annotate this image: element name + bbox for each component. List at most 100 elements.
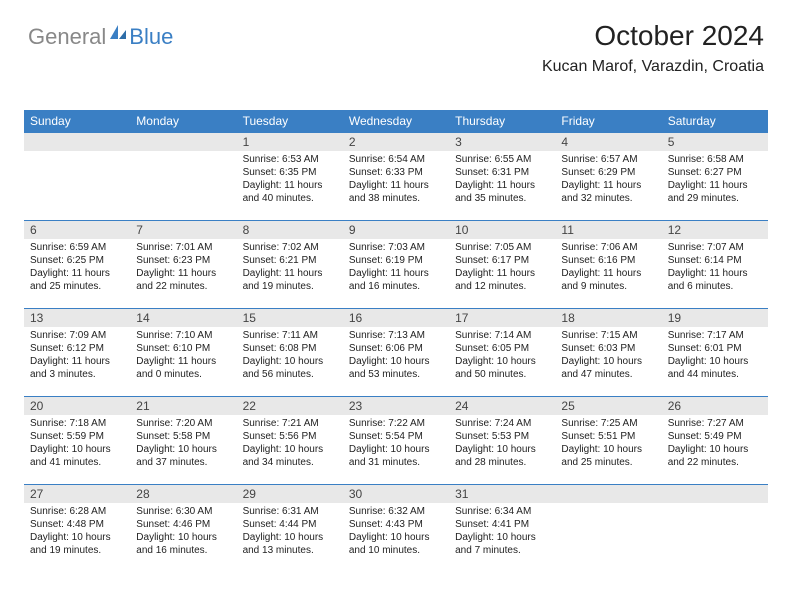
sunrise-line: Sunrise: 7:13 AM bbox=[349, 329, 443, 342]
day-number: 14 bbox=[130, 309, 236, 327]
calendar-cell: 13Sunrise: 7:09 AMSunset: 6:12 PMDayligh… bbox=[24, 309, 130, 397]
day-details: Sunrise: 6:31 AMSunset: 4:44 PMDaylight:… bbox=[237, 503, 343, 561]
day-number: 3 bbox=[449, 133, 555, 151]
day-number bbox=[130, 133, 236, 151]
day-details: Sunrise: 7:20 AMSunset: 5:58 PMDaylight:… bbox=[130, 415, 236, 473]
logo-sail-icon bbox=[108, 23, 128, 46]
weekday-header: Tuesday bbox=[237, 110, 343, 133]
sunset-line: Sunset: 6:19 PM bbox=[349, 254, 443, 267]
day-details: Sunrise: 7:17 AMSunset: 6:01 PMDaylight:… bbox=[662, 327, 768, 385]
daylight-line: Daylight: 11 hours and 22 minutes. bbox=[136, 267, 230, 293]
day-details bbox=[555, 503, 661, 509]
daylight-line: Daylight: 11 hours and 38 minutes. bbox=[349, 179, 443, 205]
weekday-header: Monday bbox=[130, 110, 236, 133]
day-number: 19 bbox=[662, 309, 768, 327]
day-details: Sunrise: 7:22 AMSunset: 5:54 PMDaylight:… bbox=[343, 415, 449, 473]
daylight-line: Daylight: 10 hours and 47 minutes. bbox=[561, 355, 655, 381]
sunset-line: Sunset: 5:51 PM bbox=[561, 430, 655, 443]
weekday-header: Wednesday bbox=[343, 110, 449, 133]
calendar-cell: 8Sunrise: 7:02 AMSunset: 6:21 PMDaylight… bbox=[237, 221, 343, 309]
calendar-cell: 18Sunrise: 7:15 AMSunset: 6:03 PMDayligh… bbox=[555, 309, 661, 397]
calendar-cell: 23Sunrise: 7:22 AMSunset: 5:54 PMDayligh… bbox=[343, 397, 449, 485]
sunrise-line: Sunrise: 7:07 AM bbox=[668, 241, 762, 254]
calendar-cell: 11Sunrise: 7:06 AMSunset: 6:16 PMDayligh… bbox=[555, 221, 661, 309]
calendar-cell bbox=[130, 133, 236, 221]
sunrise-line: Sunrise: 7:14 AM bbox=[455, 329, 549, 342]
day-details: Sunrise: 7:11 AMSunset: 6:08 PMDaylight:… bbox=[237, 327, 343, 385]
sunrise-line: Sunrise: 7:01 AM bbox=[136, 241, 230, 254]
day-number: 1 bbox=[237, 133, 343, 151]
sunrise-line: Sunrise: 7:10 AM bbox=[136, 329, 230, 342]
calendar-cell: 10Sunrise: 7:05 AMSunset: 6:17 PMDayligh… bbox=[449, 221, 555, 309]
sunrise-line: Sunrise: 7:17 AM bbox=[668, 329, 762, 342]
sunset-line: Sunset: 6:14 PM bbox=[668, 254, 762, 267]
day-number: 2 bbox=[343, 133, 449, 151]
sunrise-line: Sunrise: 6:55 AM bbox=[455, 153, 549, 166]
sunrise-line: Sunrise: 6:32 AM bbox=[349, 505, 443, 518]
sunset-line: Sunset: 6:21 PM bbox=[243, 254, 337, 267]
sunset-line: Sunset: 5:54 PM bbox=[349, 430, 443, 443]
day-details: Sunrise: 7:24 AMSunset: 5:53 PMDaylight:… bbox=[449, 415, 555, 473]
month-title: October 2024 bbox=[542, 20, 764, 52]
day-details: Sunrise: 7:09 AMSunset: 6:12 PMDaylight:… bbox=[24, 327, 130, 385]
daylight-line: Daylight: 10 hours and 13 minutes. bbox=[243, 531, 337, 557]
calendar-cell: 15Sunrise: 7:11 AMSunset: 6:08 PMDayligh… bbox=[237, 309, 343, 397]
sunrise-line: Sunrise: 7:05 AM bbox=[455, 241, 549, 254]
sunset-line: Sunset: 4:41 PM bbox=[455, 518, 549, 531]
sunrise-line: Sunrise: 7:09 AM bbox=[30, 329, 124, 342]
daylight-line: Daylight: 10 hours and 25 minutes. bbox=[561, 443, 655, 469]
weekday-header: Saturday bbox=[662, 110, 768, 133]
sunrise-line: Sunrise: 6:58 AM bbox=[668, 153, 762, 166]
day-number: 26 bbox=[662, 397, 768, 415]
calendar-week-row: 20Sunrise: 7:18 AMSunset: 5:59 PMDayligh… bbox=[24, 397, 768, 485]
daylight-line: Daylight: 11 hours and 19 minutes. bbox=[243, 267, 337, 293]
day-number: 23 bbox=[343, 397, 449, 415]
sunset-line: Sunset: 5:49 PM bbox=[668, 430, 762, 443]
day-number bbox=[555, 485, 661, 503]
sunset-line: Sunset: 6:17 PM bbox=[455, 254, 549, 267]
sunrise-line: Sunrise: 7:22 AM bbox=[349, 417, 443, 430]
calendar-cell: 29Sunrise: 6:31 AMSunset: 4:44 PMDayligh… bbox=[237, 485, 343, 573]
day-details: Sunrise: 6:55 AMSunset: 6:31 PMDaylight:… bbox=[449, 151, 555, 209]
sunrise-line: Sunrise: 7:02 AM bbox=[243, 241, 337, 254]
daylight-line: Daylight: 10 hours and 19 minutes. bbox=[30, 531, 124, 557]
day-number: 31 bbox=[449, 485, 555, 503]
daylight-line: Daylight: 11 hours and 40 minutes. bbox=[243, 179, 337, 205]
calendar-cell: 1Sunrise: 6:53 AMSunset: 6:35 PMDaylight… bbox=[237, 133, 343, 221]
day-details: Sunrise: 7:14 AMSunset: 6:05 PMDaylight:… bbox=[449, 327, 555, 385]
sunrise-line: Sunrise: 7:15 AM bbox=[561, 329, 655, 342]
calendar-table: Sunday Monday Tuesday Wednesday Thursday… bbox=[24, 110, 768, 573]
calendar-cell bbox=[24, 133, 130, 221]
day-number: 22 bbox=[237, 397, 343, 415]
day-number: 16 bbox=[343, 309, 449, 327]
weekday-header: Thursday bbox=[449, 110, 555, 133]
calendar-cell: 5Sunrise: 6:58 AMSunset: 6:27 PMDaylight… bbox=[662, 133, 768, 221]
sunset-line: Sunset: 6:29 PM bbox=[561, 166, 655, 179]
daylight-line: Daylight: 10 hours and 34 minutes. bbox=[243, 443, 337, 469]
calendar-cell: 3Sunrise: 6:55 AMSunset: 6:31 PMDaylight… bbox=[449, 133, 555, 221]
day-number: 13 bbox=[24, 309, 130, 327]
daylight-line: Daylight: 11 hours and 25 minutes. bbox=[30, 267, 124, 293]
sunset-line: Sunset: 4:44 PM bbox=[243, 518, 337, 531]
day-number: 20 bbox=[24, 397, 130, 415]
calendar-cell: 7Sunrise: 7:01 AMSunset: 6:23 PMDaylight… bbox=[130, 221, 236, 309]
daylight-line: Daylight: 10 hours and 31 minutes. bbox=[349, 443, 443, 469]
calendar-cell: 17Sunrise: 7:14 AMSunset: 6:05 PMDayligh… bbox=[449, 309, 555, 397]
calendar-week-row: 13Sunrise: 7:09 AMSunset: 6:12 PMDayligh… bbox=[24, 309, 768, 397]
sunrise-line: Sunrise: 7:24 AM bbox=[455, 417, 549, 430]
sunset-line: Sunset: 6:08 PM bbox=[243, 342, 337, 355]
sunset-line: Sunset: 6:03 PM bbox=[561, 342, 655, 355]
calendar-cell: 30Sunrise: 6:32 AMSunset: 4:43 PMDayligh… bbox=[343, 485, 449, 573]
calendar-cell: 22Sunrise: 7:21 AMSunset: 5:56 PMDayligh… bbox=[237, 397, 343, 485]
sunset-line: Sunset: 5:59 PM bbox=[30, 430, 124, 443]
sunrise-line: Sunrise: 6:53 AM bbox=[243, 153, 337, 166]
sunrise-line: Sunrise: 6:30 AM bbox=[136, 505, 230, 518]
day-details: Sunrise: 7:06 AMSunset: 6:16 PMDaylight:… bbox=[555, 239, 661, 297]
day-number: 6 bbox=[24, 221, 130, 239]
daylight-line: Daylight: 10 hours and 44 minutes. bbox=[668, 355, 762, 381]
calendar-cell: 2Sunrise: 6:54 AMSunset: 6:33 PMDaylight… bbox=[343, 133, 449, 221]
calendar-week-row: 27Sunrise: 6:28 AMSunset: 4:48 PMDayligh… bbox=[24, 485, 768, 573]
calendar-cell: 14Sunrise: 7:10 AMSunset: 6:10 PMDayligh… bbox=[130, 309, 236, 397]
sunrise-line: Sunrise: 6:54 AM bbox=[349, 153, 443, 166]
location-text: Kucan Marof, Varazdin, Croatia bbox=[542, 58, 764, 76]
